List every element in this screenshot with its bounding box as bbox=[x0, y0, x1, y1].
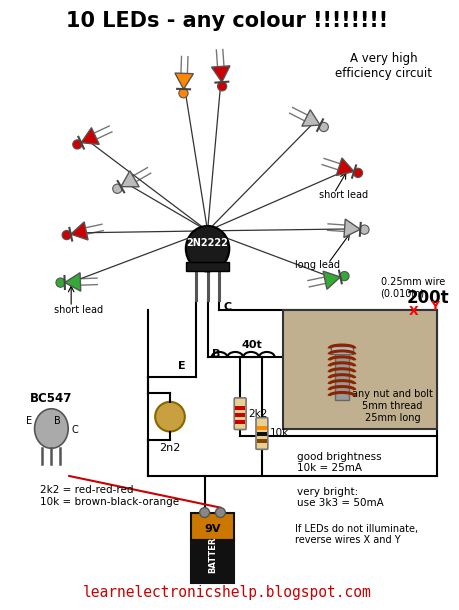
Text: BATTER: BATTER bbox=[207, 537, 217, 573]
Polygon shape bbox=[211, 66, 230, 82]
Text: long lead: long lead bbox=[294, 260, 339, 270]
Circle shape bbox=[217, 82, 226, 91]
Text: 2k2: 2k2 bbox=[247, 409, 267, 418]
Text: A very high
efficiency circuit: A very high efficiency circuit bbox=[334, 52, 431, 80]
Text: 9V: 9V bbox=[204, 525, 220, 534]
Bar bbox=[190, 540, 234, 583]
Text: short lead: short lead bbox=[319, 190, 368, 200]
Text: learnelectronicshelp.blogspot.com: learnelectronicshelp.blogspot.com bbox=[83, 585, 371, 600]
Bar bbox=[257, 439, 266, 443]
Text: 200t: 200t bbox=[406, 289, 449, 307]
Ellipse shape bbox=[34, 409, 68, 448]
FancyBboxPatch shape bbox=[234, 398, 246, 429]
Circle shape bbox=[73, 140, 82, 149]
Bar bbox=[235, 413, 245, 417]
Polygon shape bbox=[301, 110, 319, 126]
Bar bbox=[235, 420, 245, 423]
Bar bbox=[190, 512, 234, 540]
Polygon shape bbox=[343, 219, 359, 237]
Text: 0.25mm wire
(0.010in): 0.25mm wire (0.010in) bbox=[380, 278, 444, 299]
Text: X: X bbox=[408, 306, 417, 318]
Circle shape bbox=[359, 225, 368, 234]
Text: BC547: BC547 bbox=[30, 392, 73, 406]
Circle shape bbox=[319, 123, 328, 132]
Polygon shape bbox=[71, 222, 88, 240]
Text: E: E bbox=[178, 361, 185, 371]
Circle shape bbox=[199, 508, 209, 517]
Circle shape bbox=[339, 271, 348, 281]
Text: B: B bbox=[54, 415, 61, 426]
Bar bbox=[257, 432, 266, 436]
Circle shape bbox=[112, 184, 122, 193]
Text: any nut and bolt
5mm thread
25mm long: any nut and bolt 5mm thread 25mm long bbox=[351, 389, 432, 423]
Text: 2n2: 2n2 bbox=[159, 443, 180, 453]
Text: 2k2 = red-red-red
10k = brown-black-orange: 2k2 = red-red-red 10k = brown-black-oran… bbox=[39, 485, 178, 506]
Text: E: E bbox=[25, 415, 32, 426]
Polygon shape bbox=[81, 127, 99, 145]
Circle shape bbox=[155, 402, 185, 431]
Bar bbox=[185, 262, 229, 271]
Text: C: C bbox=[71, 426, 78, 436]
Bar bbox=[330, 345, 352, 354]
FancyBboxPatch shape bbox=[255, 418, 267, 450]
Text: Y: Y bbox=[430, 301, 438, 314]
Circle shape bbox=[56, 278, 65, 287]
Text: B: B bbox=[211, 350, 219, 359]
Bar bbox=[257, 426, 266, 429]
Bar bbox=[282, 310, 436, 429]
Bar bbox=[334, 348, 348, 400]
Text: 40t: 40t bbox=[241, 340, 262, 350]
Text: 2N2222: 2N2222 bbox=[186, 238, 228, 248]
Text: 10 LEDs - any colour !!!!!!!!: 10 LEDs - any colour !!!!!!!! bbox=[66, 12, 387, 31]
Text: 10k: 10k bbox=[269, 428, 288, 439]
Text: C: C bbox=[223, 302, 231, 312]
Bar bbox=[235, 406, 245, 410]
Circle shape bbox=[62, 231, 71, 240]
Circle shape bbox=[179, 88, 188, 98]
Circle shape bbox=[353, 168, 362, 178]
Text: good brightness
10k = 25mA

very bright:
use 3k3 = 50mA: good brightness 10k = 25mA very bright: … bbox=[296, 452, 382, 508]
Ellipse shape bbox=[185, 226, 229, 271]
Polygon shape bbox=[65, 273, 80, 291]
Text: If LEDs do not illuminate,
reverse wires X and Y: If LEDs do not illuminate, reverse wires… bbox=[294, 523, 417, 545]
Polygon shape bbox=[174, 73, 193, 89]
Polygon shape bbox=[121, 171, 139, 187]
Text: short lead: short lead bbox=[54, 305, 103, 315]
Circle shape bbox=[215, 508, 225, 517]
Polygon shape bbox=[336, 158, 353, 176]
Polygon shape bbox=[322, 271, 340, 289]
